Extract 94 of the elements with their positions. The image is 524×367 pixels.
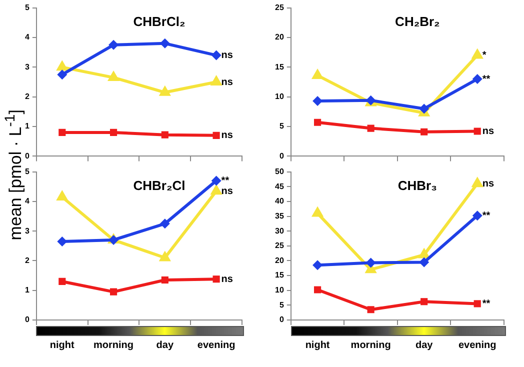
x-tick-label: evening [197,340,236,351]
point [158,85,171,96]
y-tick-label: 25 [274,241,284,250]
annotation: ** [482,298,490,310]
y-tick-label: 25 [274,3,284,12]
point [212,132,220,139]
point [211,176,222,186]
point [471,48,484,59]
point [419,104,430,114]
point [110,128,118,136]
x-tick-label: morning [94,340,134,351]
annotation: ns [221,130,234,142]
point [314,286,322,294]
point [420,128,428,136]
y-tick-label: 0 [279,151,284,160]
point [57,70,68,80]
y-tick-label: 3 [24,226,30,236]
y-tick-label: 5 [279,300,284,310]
point [312,96,323,106]
y-tick-label: 35 [274,211,284,220]
x-tick-label: day [415,340,434,351]
annotation: ns [221,76,234,88]
annotation: ** [482,210,490,222]
point [420,298,428,306]
y-tick-label: 5 [279,122,284,131]
point [367,306,374,314]
y-tick-label: 45 [274,182,284,191]
point [366,258,376,268]
point [210,75,222,86]
point [367,124,374,132]
annotation: ** [221,175,230,186]
text: CH₂Br₂ [395,14,440,29]
point [57,236,68,246]
x-tick-label: evening [458,340,496,351]
y-tick-label: 5 [24,167,30,176]
y-tick-label: 1 [24,122,30,131]
text: CHBr₃ [398,178,438,193]
y-tick-label: 20 [274,256,284,265]
x-tick-label: night [305,340,330,351]
y-tick-label: 30 [274,226,284,236]
y-tick-label: 4 [24,196,30,206]
annotation: ns [482,178,494,190]
annotation: * [482,50,486,62]
point [474,300,481,308]
point [211,50,222,60]
point [212,276,220,283]
y-tick-label: 10 [274,92,284,102]
x-tick-label: day [156,340,174,351]
y-tick-label: 4 [24,32,30,42]
y-tick-label: 20 [274,32,284,42]
y-tick-label: 0 [279,315,284,324]
point [311,206,324,217]
x-tick-label: night [50,340,76,351]
y-tick-label: 1 [24,286,30,295]
x-tick-label: morning [350,340,391,351]
y-tick-label: 5 [24,3,30,12]
point [58,128,66,136]
y-tick-label: 0 [24,151,30,160]
point [58,278,66,286]
point [314,118,322,126]
point [110,288,118,296]
y-tick-label: 2 [24,256,30,265]
point [472,74,482,84]
y-tick-label: 15 [274,270,284,280]
y-tick-label: 10 [274,286,284,295]
point [107,70,120,82]
text: CHBr₂Cl [133,178,186,193]
point [161,131,168,138]
point [56,60,68,71]
point [56,190,68,200]
y-tick-label: 2 [24,92,30,102]
annotation: ns [221,186,234,197]
point [108,40,119,50]
y-tick-label: 40 [274,196,284,206]
point [311,68,324,79]
text: CHBrCl₂ [133,14,186,29]
point [160,218,170,229]
point [472,210,482,221]
point [312,260,323,270]
point [474,128,481,135]
point [210,184,222,195]
annotation: ns [221,50,234,62]
point [418,248,430,258]
annotation: ns [482,126,494,138]
point [419,257,430,268]
point [471,176,484,188]
y-tick-label: 15 [274,62,284,72]
y-tick-label: 3 [24,62,30,72]
point [161,276,168,284]
point [160,38,170,48]
annotation: ns [221,274,234,285]
y-tick-label: 50 [274,167,284,176]
annotation: ** [482,74,490,85]
y-tick-label: 0 [24,315,30,324]
